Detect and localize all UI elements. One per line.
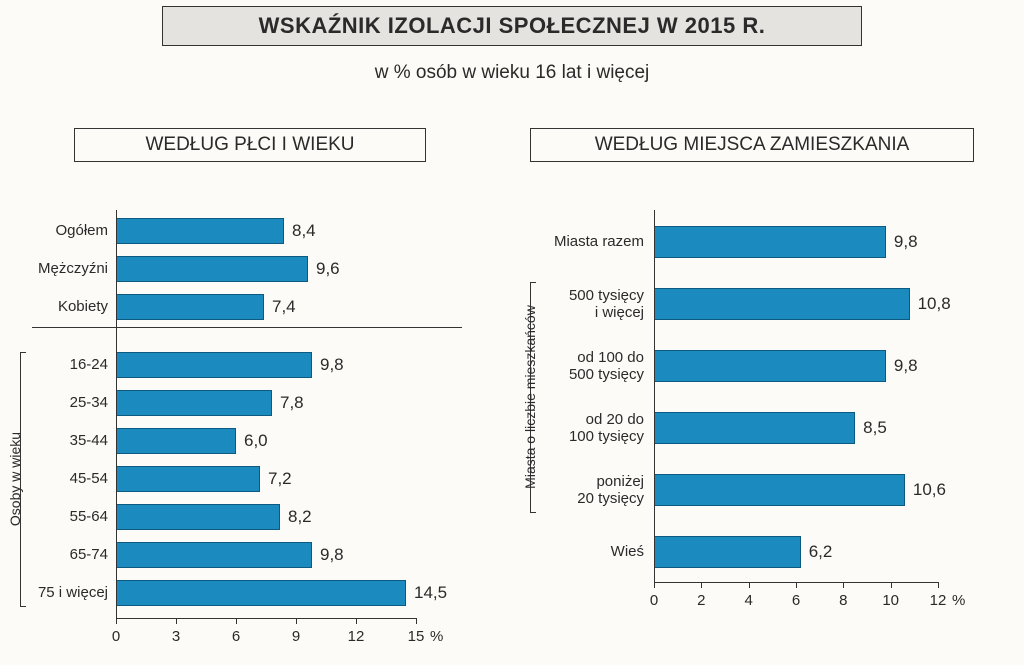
x-tick-label: 3 [172, 628, 180, 645]
x-tick-label: 6 [232, 628, 240, 645]
left-panel-title: WEDŁUG PŁCI I WIEKU [74, 128, 426, 162]
category-label: 16-24 [26, 356, 108, 373]
category-label: 25-34 [26, 394, 108, 411]
x-tick-label: 0 [650, 592, 658, 609]
x-tick [296, 618, 297, 624]
x-tick [176, 618, 177, 624]
x-tick-label: 2 [697, 592, 705, 609]
right-chart: Miasta razem 9,8 500 tysięcy i więcej 10,8 o… [518, 210, 1002, 630]
x-axis [116, 618, 416, 619]
y-axis [654, 210, 655, 582]
value-label: 8,2 [288, 507, 312, 527]
value-label: 9,8 [894, 232, 918, 252]
bar [654, 474, 905, 506]
category-label: 55-64 [26, 508, 108, 525]
group-separator [32, 327, 462, 328]
axis-unit: % [430, 628, 443, 645]
bar [116, 390, 272, 416]
left-chart: Ogółem 8,4 Mężczyźni 9,6 Kobiety 7,4 16-24 9,8 2… [26, 210, 488, 630]
category-label: 45-54 [26, 470, 108, 487]
category-label: 65-74 [26, 546, 108, 563]
x-tick-label: 15 [408, 628, 425, 645]
age-bracket-label: Osoby w wieku [7, 424, 23, 534]
main-title: WSKAŹNIK IZOLACJI SPOŁECZNEJ W 2015 R. [162, 6, 862, 46]
x-tick-label: 8 [839, 592, 847, 609]
axis-unit: % [952, 592, 965, 609]
city-size-bracket-label: Miasta o liczbie mieszkańców [522, 297, 538, 497]
x-tick [236, 618, 237, 624]
bar [116, 218, 284, 244]
value-label: 10,8 [918, 294, 951, 314]
bar [116, 428, 236, 454]
x-tick-label: 0 [112, 628, 120, 645]
category-label: Mężczyźni [26, 260, 108, 277]
subtitle: w % osób w wieku 16 lat i więcej [0, 62, 1024, 84]
page: WSKAŹNIK IZOLACJI SPOŁECZNEJ W 2015 R. w… [0, 0, 1024, 665]
value-label: 6,2 [809, 542, 833, 562]
x-tick [796, 582, 797, 588]
x-tick [116, 618, 117, 624]
x-tick-label: 6 [792, 592, 800, 609]
bar [116, 504, 280, 530]
value-label: 9,8 [320, 545, 344, 565]
x-tick-label: 12 [348, 628, 365, 645]
category-label: od 100 do 500 tysięcy [542, 349, 644, 384]
category-label: Ogółem [26, 222, 108, 239]
bar [654, 226, 886, 258]
value-label: 8,5 [863, 418, 887, 438]
x-tick [891, 582, 892, 588]
bar [116, 580, 406, 606]
value-label: 14,5 [414, 583, 447, 603]
value-label: 7,8 [280, 393, 304, 413]
bar [116, 466, 260, 492]
category-label: Kobiety [26, 298, 108, 315]
bar [116, 352, 312, 378]
category-label: 75 i więcej [26, 584, 108, 601]
category-label: poniżej 20 tysięcy [542, 473, 644, 508]
value-label: 8,4 [292, 221, 316, 241]
category-label: od 20 do 100 tysięcy [542, 411, 644, 446]
bar [116, 542, 312, 568]
x-tick-label: 4 [744, 592, 752, 609]
category-label: Wieś [542, 543, 644, 560]
value-label: 7,4 [272, 297, 296, 317]
value-label: 9,8 [320, 355, 344, 375]
value-label: 6,0 [244, 431, 268, 451]
x-tick [701, 582, 702, 588]
x-tick-label: 12 [930, 592, 947, 609]
x-tick-label: 9 [292, 628, 300, 645]
y-axis [116, 210, 117, 618]
bar [116, 294, 264, 320]
value-label: 9,6 [316, 259, 340, 279]
bar [654, 288, 910, 320]
x-tick [938, 582, 939, 588]
x-tick [416, 618, 417, 624]
x-tick [749, 582, 750, 588]
bar [654, 350, 886, 382]
bar [654, 412, 855, 444]
category-label: 35-44 [26, 432, 108, 449]
value-label: 10,6 [913, 480, 946, 500]
value-label: 7,2 [268, 469, 292, 489]
x-tick [843, 582, 844, 588]
bar [116, 256, 308, 282]
x-tick [654, 582, 655, 588]
bar [654, 536, 801, 568]
x-tick [356, 618, 357, 624]
category-label: Miasta razem [542, 233, 644, 250]
x-tick-label: 10 [882, 592, 899, 609]
value-label: 9,8 [894, 356, 918, 376]
category-label: 500 tysięcy i więcej [542, 287, 644, 322]
right-panel-title: WEDŁUG MIEJSCA ZAMIESZKANIA [530, 128, 974, 162]
